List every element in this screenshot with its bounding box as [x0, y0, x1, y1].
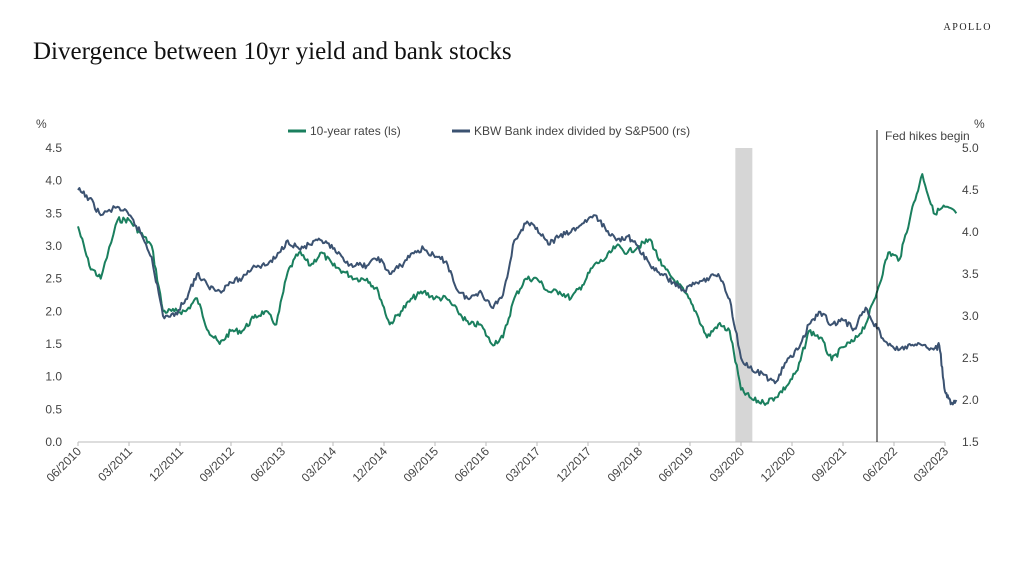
x-tick-label: 06/2019 [656, 444, 697, 485]
right-y-tick-label: 2.5 [962, 351, 979, 365]
x-tick-label: 12/2020 [758, 444, 799, 485]
x-tick-label: 06/2010 [44, 444, 85, 485]
x-tick-label: 09/2021 [809, 444, 850, 485]
x-tick-label: 03/2017 [503, 444, 544, 485]
left-y-tick-label: 2.5 [45, 272, 62, 286]
x-tick-label: 06/2013 [248, 444, 289, 485]
left-y-tick-label: 1.5 [45, 337, 62, 351]
x-tick-label: 03/2011 [95, 444, 135, 484]
right-y-tick-label: 3.0 [962, 309, 979, 323]
right-y-tick-label: 5.0 [962, 141, 979, 155]
series-line-10yr-rates [77, 173, 958, 406]
left-y-tick-label: 1.0 [45, 370, 62, 384]
x-tick-label: 09/2015 [401, 444, 442, 485]
left-y-tick-label: 3.0 [45, 239, 62, 253]
x-tick-label: 03/2023 [911, 444, 952, 485]
left-y-tick-label: 4.0 [45, 174, 62, 188]
left-y-tick-label: 3.5 [45, 206, 62, 220]
left-axis-unit: % [36, 117, 47, 131]
legend-item-10yr-rates: 10-year rates (ls) [310, 124, 401, 138]
left-y-tick-label: 0.5 [45, 402, 62, 416]
right-y-tick-label: 4.5 [962, 183, 979, 197]
chart-title: Divergence between 10yr yield and bank s… [33, 38, 512, 65]
right-axis-unit: % [974, 117, 985, 131]
x-tick-label: 12/2017 [554, 444, 595, 485]
left-y-tick-label: 4.5 [45, 141, 62, 155]
series-line-kbw-bank-ratio [77, 187, 958, 406]
x-tick-label: 06/2022 [860, 444, 901, 485]
x-tick-label: 03/2014 [299, 444, 340, 485]
x-tick-label: 03/2020 [707, 444, 748, 485]
x-tick-label: 09/2018 [605, 444, 646, 485]
x-tick-label: 12/2011 [146, 444, 186, 484]
brand-logo: APOLLO [943, 22, 992, 33]
left-y-tick-label: 2.0 [45, 304, 62, 318]
fed-hikes-annotation: Fed hikes begin [885, 129, 970, 143]
x-tick-label: 09/2012 [197, 444, 238, 485]
right-y-tick-label: 1.5 [962, 435, 979, 449]
x-tick-label: 06/2016 [452, 444, 493, 485]
legend-item-kbw-bank-ratio: KBW Bank index divided by S&P500 (rs) [474, 124, 690, 138]
right-y-tick-label: 4.0 [962, 225, 979, 239]
x-tick-label: 12/2014 [350, 444, 391, 485]
left-y-tick-label: 0.0 [45, 435, 62, 449]
right-y-tick-label: 3.5 [962, 267, 979, 281]
right-y-tick-label: 2.0 [962, 393, 979, 407]
recession-shading [735, 148, 753, 442]
